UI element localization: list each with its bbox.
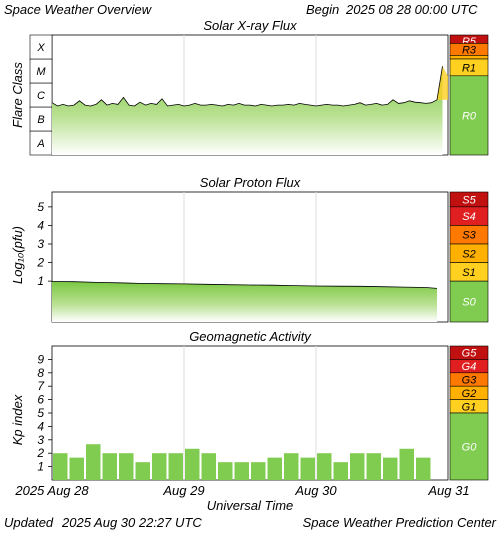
proton-panel: 1 2 3 4 5 S5 S4 S3 S2 S1 S0 [36, 191, 489, 323]
geomag-scale-label-4: G1 [462, 401, 477, 413]
flare-class-label-B: B [37, 114, 44, 126]
updated-value: 2025 Aug 30 22:27 UTC [61, 515, 202, 530]
kp-bar-1 [69, 457, 84, 480]
xray-scale-label-3: R1 [462, 62, 476, 74]
flare-class-box-X [29, 34, 53, 60]
proton-flux-line [51, 281, 438, 289]
kp-bar-21 [399, 448, 414, 480]
kp-y-tick-label-3: 3 [37, 433, 44, 447]
proton-scale-label-1: S4 [462, 211, 475, 223]
kp-bar-16 [317, 453, 332, 480]
proton-y-tick-label-1: 1 [37, 274, 44, 288]
x-tick-label-1: Aug 29 [162, 483, 204, 498]
app-title: Space Weather Overview [4, 2, 153, 17]
kp-bar-18 [350, 453, 365, 480]
kp-bar-6 [152, 453, 167, 480]
proton-scale-label-0: S5 [462, 194, 476, 206]
geomag-scale-label-2: G3 [462, 375, 478, 387]
kp-bar-4 [119, 453, 134, 480]
kp-y-tick-label-9: 9 [37, 352, 44, 366]
xray-scale-band-4 [449, 75, 489, 156]
kp-bar-13 [267, 457, 282, 480]
geomag-scale-label-1: G4 [462, 361, 477, 373]
xray-ylabel: Flare Class [10, 62, 25, 128]
kp-bar-3 [102, 453, 117, 480]
geomag-title: Geomagnetic Activity [189, 329, 312, 344]
geomag-plot-frame [51, 345, 449, 481]
kp-y-tick-label-1: 1 [37, 460, 44, 474]
x-tick-label-2: Aug 30 [294, 483, 337, 498]
geomag-scale-label-3: G2 [462, 388, 477, 400]
xray-flux-area [52, 66, 443, 155]
kp-bar-12 [251, 462, 266, 480]
kp-bar-11 [234, 462, 249, 480]
proton-scale-band-5 [449, 280, 489, 323]
kp-y-tick-label-6: 6 [37, 393, 44, 407]
begin-value: 2025 08 28 00:00 UTC [345, 2, 478, 17]
flare-class-label-M: M [36, 66, 46, 78]
proton-title: Solar Proton Flux [200, 175, 301, 190]
updated-label: Updated [4, 515, 54, 530]
geomag-ylabel: Kp index [10, 394, 25, 445]
kp-bar-14 [284, 453, 299, 480]
xray-title: Solar X-ray Flux [203, 18, 297, 33]
flare-class-label-C: C [37, 90, 45, 102]
proton-scale-label-2: S3 [462, 230, 476, 242]
xray-scale-band-2 [449, 55, 489, 60]
begin-label: Begin [306, 2, 339, 17]
xray-flux-line [51, 66, 443, 107]
kp-bar-10 [218, 462, 233, 480]
flare-class-label-A: A [36, 138, 44, 150]
kp-bar-17 [333, 462, 348, 480]
kp-bar-7 [168, 453, 183, 480]
xray-flare-highlight [437, 66, 448, 100]
proton-flux-area [52, 281, 437, 322]
kp-y-tick-label-7: 7 [37, 379, 45, 393]
x-axis-label: Universal Time [207, 498, 294, 513]
geomag-scale-label-5: G0 [462, 442, 478, 454]
x-tick-label-3: Aug 31 [427, 483, 469, 498]
kp-bar-2 [86, 444, 101, 480]
flare-class-label-X: X [36, 42, 45, 54]
proton-y-tick-label-3: 3 [37, 237, 44, 251]
kp-y-tick-label-5: 5 [37, 406, 44, 420]
proton-scale-label-4: S1 [462, 267, 475, 279]
proton-y-tick-label-4: 4 [37, 218, 44, 232]
kp-bar-5 [135, 462, 150, 480]
kp-bar-9 [201, 453, 216, 480]
kp-y-tick-label-2: 2 [36, 446, 44, 460]
x-tick-label-0: 2025 Aug 28 [14, 483, 89, 498]
kp-bar-15 [300, 457, 315, 480]
xray-scale-label-1: R3 [462, 44, 477, 56]
geomag-scale-label-0: G5 [462, 348, 478, 360]
proton-scale-label-3: S2 [462, 248, 475, 260]
proton-y-tick-label-5: 5 [37, 200, 44, 214]
xray-scale-label-4: R0 [462, 110, 477, 122]
kp-bar-19 [366, 453, 381, 480]
proton-y-tick-label-2: 2 [36, 256, 44, 270]
geomag-scale-band-5 [449, 412, 489, 481]
kp-bar-22 [416, 457, 431, 480]
proton-ylabel: Log₁₀(pfu) [10, 226, 25, 284]
kp-bar-8 [185, 448, 200, 480]
source-credit: Space Weather Prediction Center [303, 515, 497, 530]
kp-bar-0 [53, 453, 68, 480]
kp-y-tick-label-4: 4 [37, 419, 44, 433]
proton-scale-label-5: S0 [462, 297, 476, 309]
kp-y-tick-label-8: 8 [37, 366, 44, 380]
kp-bar-20 [383, 457, 398, 480]
